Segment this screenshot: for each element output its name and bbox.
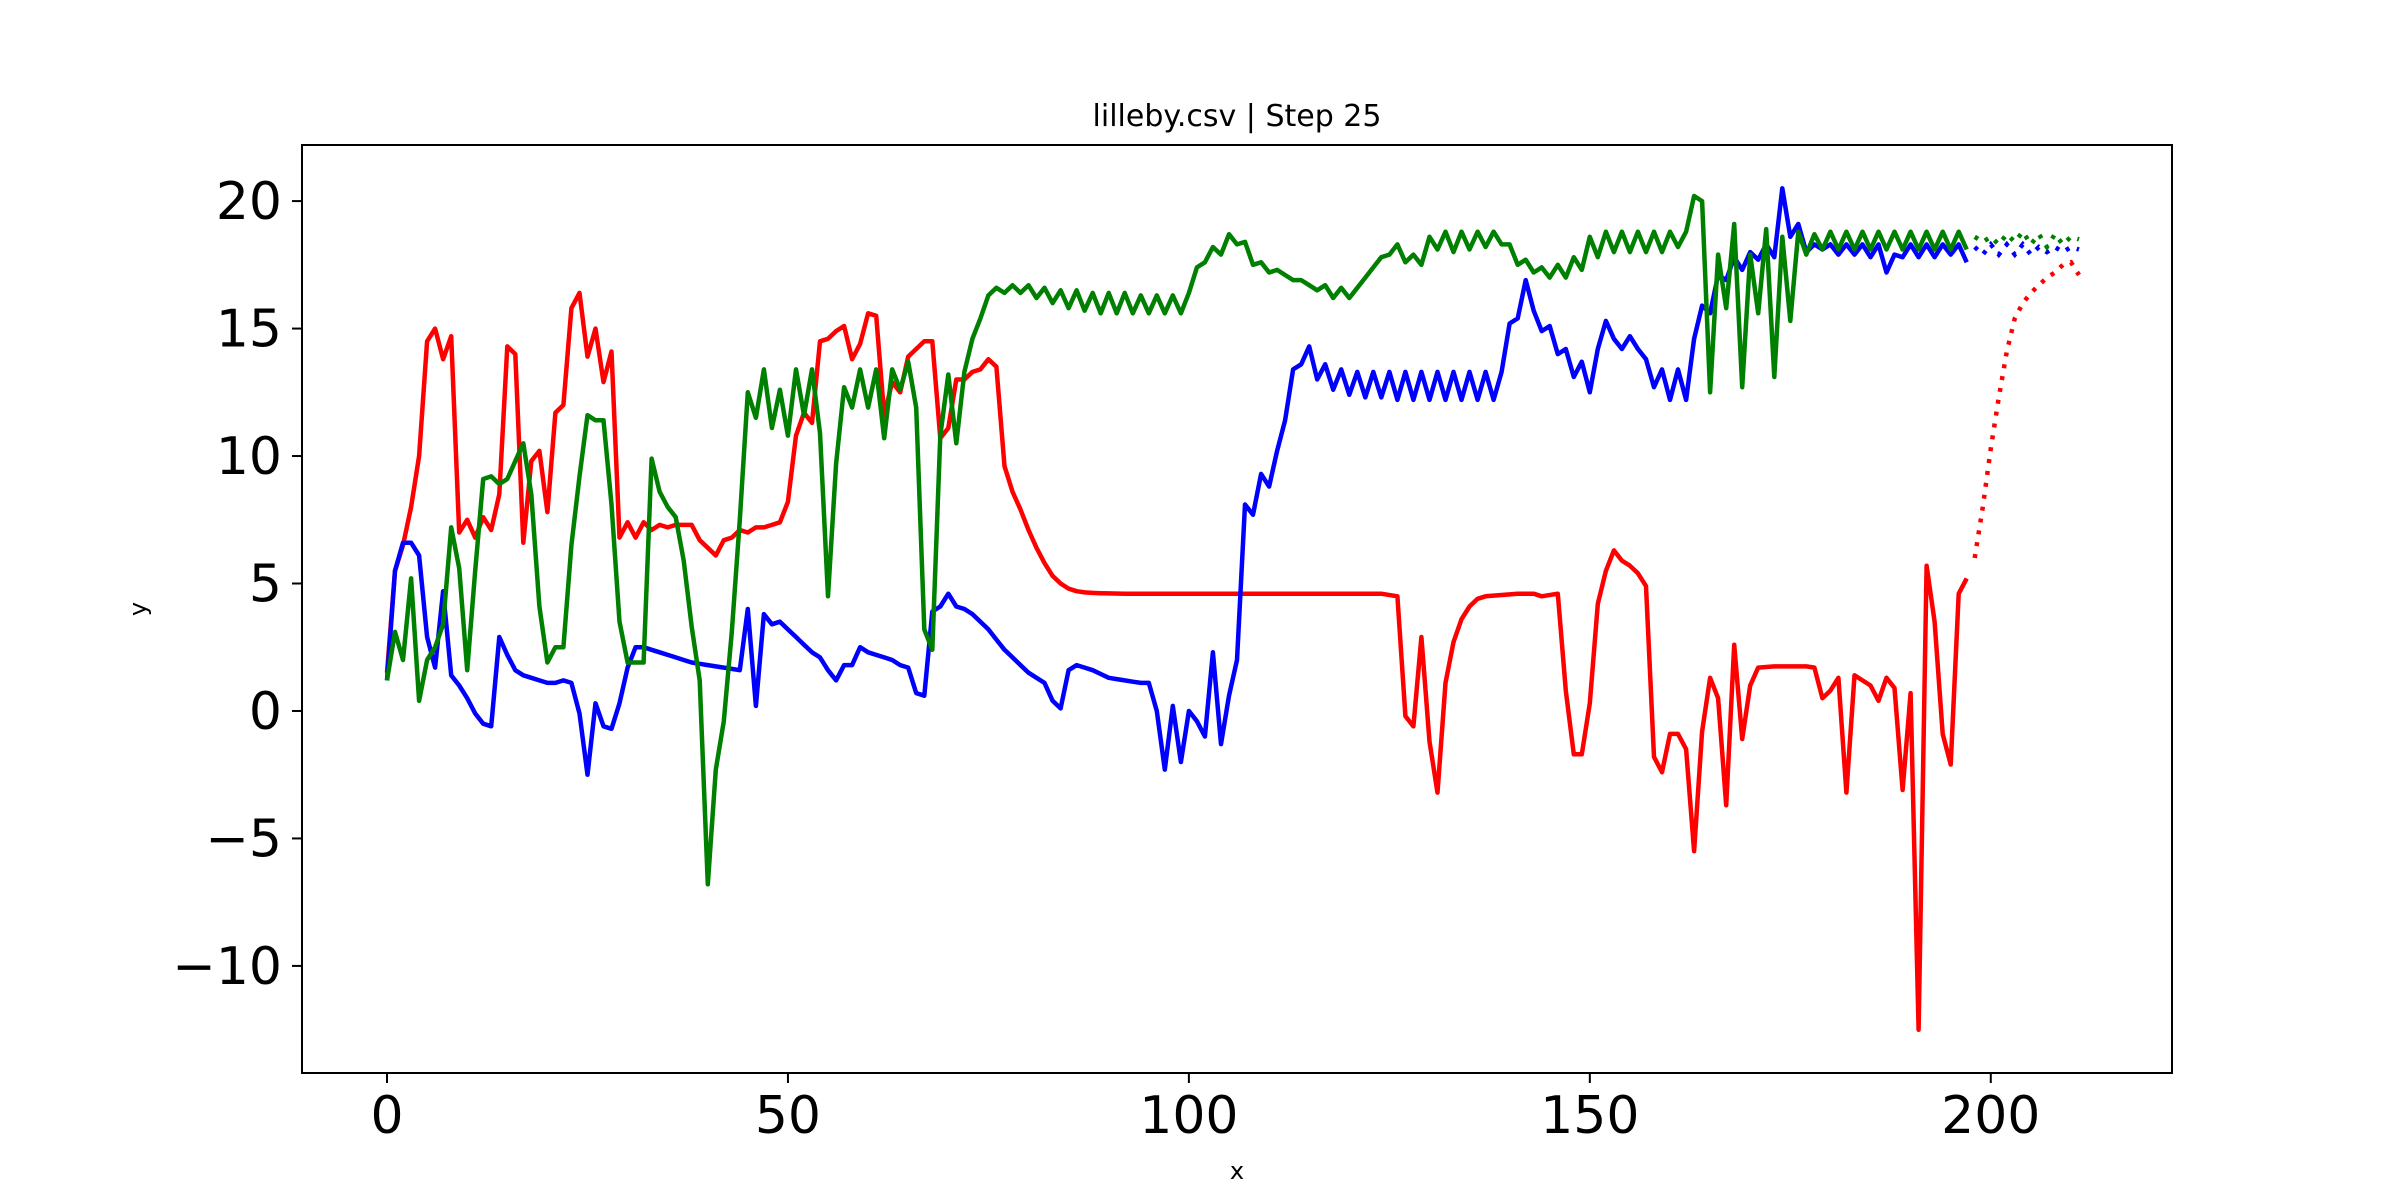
y-tick-label: 0 xyxy=(249,682,282,742)
y-axis-label: y xyxy=(124,602,152,616)
x-tick-label: 150 xyxy=(1540,1086,1639,1146)
x-tick-label: 100 xyxy=(1139,1086,1238,1146)
y-tick-label: −5 xyxy=(205,809,282,869)
x-tick-label: 0 xyxy=(370,1086,403,1146)
forecast-line-3 xyxy=(1972,259,2081,559)
y-tick-label: 15 xyxy=(216,300,282,360)
x-tick-label: 200 xyxy=(1941,1086,2040,1146)
forecast-line-4 xyxy=(1973,240,2080,259)
y-tick-label: 20 xyxy=(216,172,282,232)
series-line-2 xyxy=(384,193,1969,887)
y-tick-label: 10 xyxy=(216,427,282,487)
x-tick-label: 50 xyxy=(755,1086,821,1146)
ticks-layer: 0 50 100 150 200 −10 −5 0 5 10 15 20 xyxy=(172,172,2040,1146)
y-tick-label: −10 xyxy=(172,937,282,997)
y-tick-label: 5 xyxy=(249,555,282,615)
x-axis-label: x xyxy=(1230,1157,1244,1185)
chart-title: lilleby.csv | Step 25 xyxy=(1093,99,1382,134)
series-layer xyxy=(384,186,2081,1032)
forecast-line-5 xyxy=(1973,227,2080,252)
series-line-1 xyxy=(384,186,1969,777)
plot-frame xyxy=(301,144,2173,1074)
series-line-0 xyxy=(384,290,1969,1032)
